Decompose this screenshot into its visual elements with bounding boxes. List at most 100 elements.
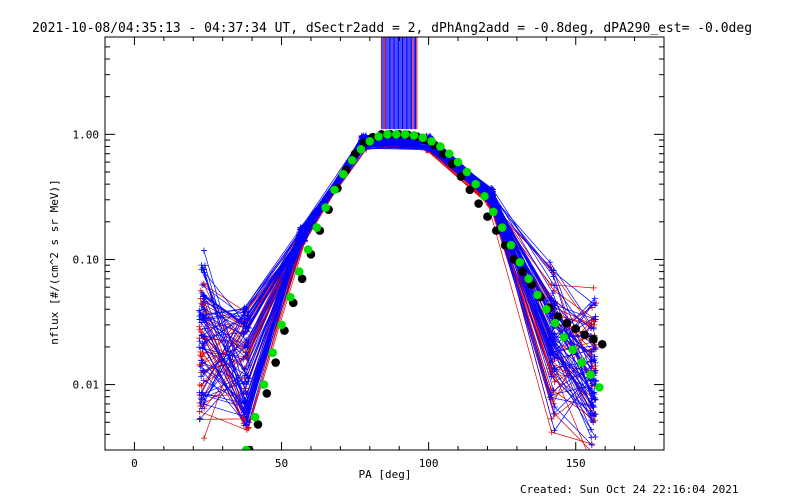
blue-lines-marker xyxy=(588,302,595,309)
blue-lines-marker xyxy=(200,312,207,319)
blue-lines-curve xyxy=(201,136,597,385)
blue-lines-marker xyxy=(241,411,248,418)
blue-lines-marker xyxy=(548,392,555,399)
blue-lines-marker xyxy=(546,259,553,266)
blue-lines-marker xyxy=(198,357,205,364)
green-point xyxy=(347,156,357,165)
green-point xyxy=(489,207,498,217)
red-lines-marker xyxy=(196,381,203,388)
x-axis-ticks: 0 50 100 150 xyxy=(104,37,665,470)
blue-lines-marker xyxy=(200,401,207,408)
blue-lines-marker xyxy=(240,305,247,312)
black-point xyxy=(597,339,607,349)
green-point xyxy=(444,149,454,159)
x-tick-label: 0 xyxy=(131,457,138,470)
blue-lines-marker xyxy=(200,368,207,375)
blue-lines-marker xyxy=(196,307,203,314)
black-point xyxy=(553,312,563,321)
blue-lines-marker xyxy=(547,359,554,366)
blue-lines-marker xyxy=(197,399,204,406)
green-point xyxy=(427,137,436,146)
black-point xyxy=(483,212,492,221)
green-point xyxy=(409,131,419,140)
blue-lines-marker xyxy=(549,337,556,344)
red-lines-marker xyxy=(196,408,203,415)
y-tick-label: 1.00 xyxy=(73,128,100,141)
blue-lines-curve xyxy=(203,138,595,343)
blue-lines-marker xyxy=(241,308,248,315)
black-point xyxy=(474,199,483,208)
blue-lines-marker xyxy=(588,434,595,441)
blue-lines-marker xyxy=(590,418,597,425)
green-point xyxy=(286,292,295,302)
blue-lines-marker xyxy=(301,228,308,235)
green-point xyxy=(250,412,260,422)
green-point xyxy=(471,179,481,189)
y-axis-ticks: 1.00 0.10 0.01 xyxy=(73,36,664,451)
blue-lines-marker xyxy=(588,356,595,363)
blue-lines-marker xyxy=(592,316,599,323)
blue-lines-marker xyxy=(198,373,205,380)
black-point xyxy=(297,274,307,284)
green-point xyxy=(436,142,445,151)
blue-lines-marker xyxy=(243,407,250,414)
x-tick-label: 50 xyxy=(275,457,288,470)
blue-lines-marker xyxy=(587,358,594,365)
blue-lines-marker xyxy=(550,387,557,394)
blue-lines-marker xyxy=(200,333,207,340)
green-point xyxy=(303,245,313,254)
blue-lines-marker xyxy=(200,341,207,348)
red-lines-marker xyxy=(548,429,555,436)
blue-lines-marker xyxy=(549,290,556,297)
blue-lines-marker xyxy=(592,433,599,440)
black-point xyxy=(465,185,475,195)
green-point xyxy=(462,167,472,177)
green-point xyxy=(577,358,586,367)
green-point xyxy=(356,144,366,154)
plot-frame xyxy=(104,36,665,451)
blue-lines-marker xyxy=(200,377,207,384)
green-point xyxy=(312,223,322,232)
created-timestamp: Created: Sun Oct 24 22:16:04 2021 xyxy=(520,483,739,496)
blue-lines-marker xyxy=(199,282,206,289)
blue-lines-marker xyxy=(244,352,251,359)
green-point xyxy=(391,130,401,139)
blue-lines-marker xyxy=(588,399,595,406)
blue-lines-marker xyxy=(196,316,203,323)
black-point xyxy=(456,172,466,181)
red-lines-marker xyxy=(196,361,203,368)
blue-lines-marker xyxy=(588,362,595,369)
blue-lines-marker xyxy=(242,325,249,332)
black-point xyxy=(589,335,598,344)
green-point xyxy=(374,132,383,141)
green-point xyxy=(453,157,463,167)
green-point xyxy=(524,274,533,284)
blue-lines-marker xyxy=(549,368,556,375)
red-lines-marker xyxy=(197,348,204,355)
blue-lines-marker xyxy=(196,344,203,351)
green-point xyxy=(586,370,595,379)
blue-lines-marker xyxy=(201,397,208,404)
green-point xyxy=(559,332,569,342)
black-point xyxy=(580,330,589,340)
green-point xyxy=(294,267,304,276)
green-point xyxy=(497,223,507,232)
y-tick-label: 0.01 xyxy=(73,379,100,392)
blue-lines-marker xyxy=(197,309,204,316)
black-point xyxy=(562,318,572,328)
red-lines-marker xyxy=(196,323,203,330)
red-lines-marker xyxy=(548,281,555,288)
blue-lines-marker xyxy=(198,389,205,396)
blue-lines-marker xyxy=(200,299,207,306)
black-point xyxy=(350,149,360,159)
red-lines-marker xyxy=(201,435,208,442)
red-lines-marker xyxy=(196,416,203,423)
blue-lines-marker xyxy=(198,262,205,269)
green-point xyxy=(365,137,375,146)
green-point xyxy=(568,345,578,355)
green-point xyxy=(339,169,348,179)
green-point xyxy=(418,133,428,143)
blue-lines-curve xyxy=(201,137,594,415)
green-point xyxy=(268,348,278,357)
blue-lines-marker xyxy=(244,343,251,350)
